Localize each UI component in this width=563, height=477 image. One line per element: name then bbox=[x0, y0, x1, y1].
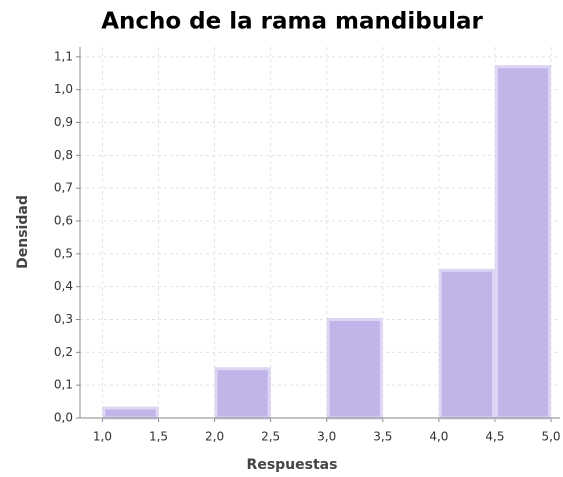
y-tick-label: 0,9 bbox=[54, 115, 73, 129]
x-tick-label: 2,0 bbox=[205, 430, 224, 444]
x-tick-label: 2,5 bbox=[261, 430, 280, 444]
x-tick-label: 3,5 bbox=[373, 430, 392, 444]
bar bbox=[102, 406, 159, 420]
x-axis-label: Respuestas bbox=[247, 457, 338, 473]
y-tick-label: 0,3 bbox=[54, 312, 73, 326]
x-tick-label: 3,0 bbox=[317, 430, 336, 444]
y-tick-label: 0,8 bbox=[54, 148, 73, 162]
bar bbox=[494, 65, 552, 420]
x-tick-label: 5,0 bbox=[541, 430, 560, 444]
y-tick-label: 0,7 bbox=[54, 181, 73, 195]
y-tick-label: 0,5 bbox=[54, 246, 73, 260]
x-tick-label: 1,0 bbox=[93, 430, 112, 444]
y-tick-label: 0,0 bbox=[54, 411, 73, 425]
y-tick-label: 0,2 bbox=[54, 345, 73, 359]
y-tick-label: 0,1 bbox=[54, 378, 73, 392]
x-tick-label: 4,5 bbox=[485, 430, 504, 444]
y-tick-label: 0,6 bbox=[54, 214, 73, 228]
y-tick-label: 1,1 bbox=[54, 49, 73, 63]
chart-title: Ancho de la rama mandibular bbox=[101, 9, 483, 35]
x-tick-label: 4,0 bbox=[429, 430, 448, 444]
y-axis-label: Densidad bbox=[15, 195, 31, 269]
y-tick-label: 1,0 bbox=[54, 82, 73, 96]
y-tick-label: 0,4 bbox=[54, 279, 73, 293]
bar bbox=[326, 318, 383, 420]
x-tick-label: 1,5 bbox=[149, 430, 168, 444]
bar bbox=[438, 268, 495, 420]
bar bbox=[214, 367, 271, 420]
